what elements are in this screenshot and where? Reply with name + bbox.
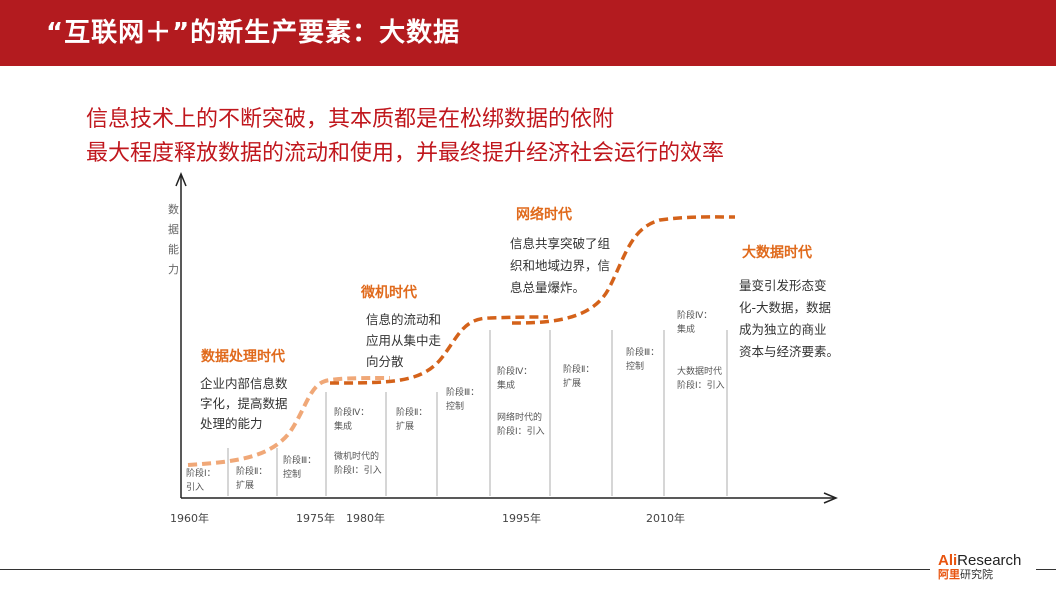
logo-cn-suffix: 研究院 [960, 568, 993, 581]
aliresearch-logo: AliResearch 阿里研究院 [938, 553, 1021, 580]
subtitle-line-1: 信息技术上的不断突破，其本质都是在松绑数据的依附 [86, 107, 615, 132]
y-axis-label-char: 数 [168, 203, 179, 216]
header-bar: “互联网＋”的新生产要素：大数据 [0, 0, 1056, 66]
era-title: 大数据时代 [742, 244, 812, 261]
era-description-line: 应用从集中走 [366, 333, 442, 348]
subtitle-line-2: 最大程度释放数据的流动和使用，并最终提升经济社会运行的效率 [86, 141, 725, 166]
era-description-line: 向分散 [366, 354, 404, 369]
era-description-line: 企业内部信息数 [200, 376, 288, 391]
y-axis-arrow-icon [175, 172, 187, 187]
y-axis-label-char: 能 [168, 242, 179, 256]
stage-label-line: 阶段Ⅱ： [563, 363, 594, 375]
era-title: 微机时代 [360, 284, 417, 301]
stage-label-line: 控制 [446, 400, 464, 412]
era-description-line: 字化，提高数据 [200, 396, 288, 411]
stage-label-line: 集成 [677, 323, 695, 335]
stage-label-line: 阶段Ⅲ： [626, 346, 659, 358]
stage-label-line: 阶段Ⅲ： [446, 386, 479, 398]
stage-label-line: 阶段Ⅳ： [497, 365, 532, 377]
x-tick-label: 1995年 [502, 511, 541, 525]
x-tick-label: 1975年 [296, 511, 335, 525]
era-description-line: 息总量爆炸。 [510, 280, 585, 295]
era-title: 数据处理时代 [201, 348, 285, 365]
footer-divider [0, 569, 930, 570]
era-description-line: 成为独立的商业 [739, 322, 827, 337]
stage-label-line: 扩展 [396, 420, 414, 432]
capability-curve [511, 215, 736, 325]
stage-label-line: 控制 [283, 468, 301, 480]
stage-label-line: 大数据时代 [677, 365, 722, 377]
era-description-line: 处理的能力 [200, 416, 263, 431]
stage-label-line: 阶段Ⅱ： [396, 406, 427, 418]
stage-label-line: 扩展 [236, 479, 254, 491]
era-description-line: 量变引发形态变 [739, 278, 827, 293]
capability-curve [329, 315, 549, 385]
x-tick-label: 2010年 [646, 511, 685, 525]
era-description-line: 信息的流动和 [366, 312, 441, 327]
logo-en-prefix: Ali [938, 552, 958, 569]
stage-label-line: 网络时代的 [497, 411, 542, 423]
y-axis-label-char: 力 [168, 263, 179, 276]
y-axis-label-char: 据 [168, 222, 179, 236]
stage-label-line: 扩展 [563, 377, 581, 389]
capability-curve [187, 376, 391, 467]
x-tick-label: 1960年 [170, 511, 209, 525]
x-tick-label: 1980年 [346, 511, 385, 525]
footer-divider-right [1036, 569, 1056, 570]
stage-label-line: 阶段Ⅰ：引入 [497, 425, 545, 437]
stage-label-line: 阶段Ⅰ：引入 [334, 464, 382, 476]
era-description-line: 资本与经济要素。 [739, 344, 839, 359]
era-title: 网络时代 [516, 206, 572, 223]
stage-label-line: 阶段Ⅲ： [283, 454, 316, 466]
logo-en-suffix: Research [957, 552, 1022, 569]
x-axis-arrow-icon [823, 492, 838, 504]
page-title: “互联网＋”的新生产要素：大数据 [46, 18, 461, 48]
era-description-line: 织和地域边界，信 [510, 258, 610, 273]
logo-cn-prefix: 阿里 [938, 568, 960, 581]
stage-label-line: 阶段Ⅳ： [677, 309, 712, 321]
stage-label-line: 集成 [334, 420, 352, 432]
stage-label-line: 控制 [626, 360, 644, 372]
stage-label-line: 阶段Ⅱ： [236, 465, 267, 477]
era-description-line: 化-大数据，数据 [739, 300, 831, 315]
stage-label-line: 阶段Ⅳ： [334, 406, 369, 418]
stage-label-line: 阶段Ⅰ：引入 [677, 379, 725, 391]
stage-label-line: 引入 [186, 482, 204, 493]
stage-label-line: 集成 [497, 379, 515, 391]
stage-label-line: 微机时代的 [334, 450, 379, 462]
stage-label-line: 阶段Ⅰ： [186, 467, 216, 479]
era-description-line: 信息共享突破了组 [510, 236, 610, 251]
